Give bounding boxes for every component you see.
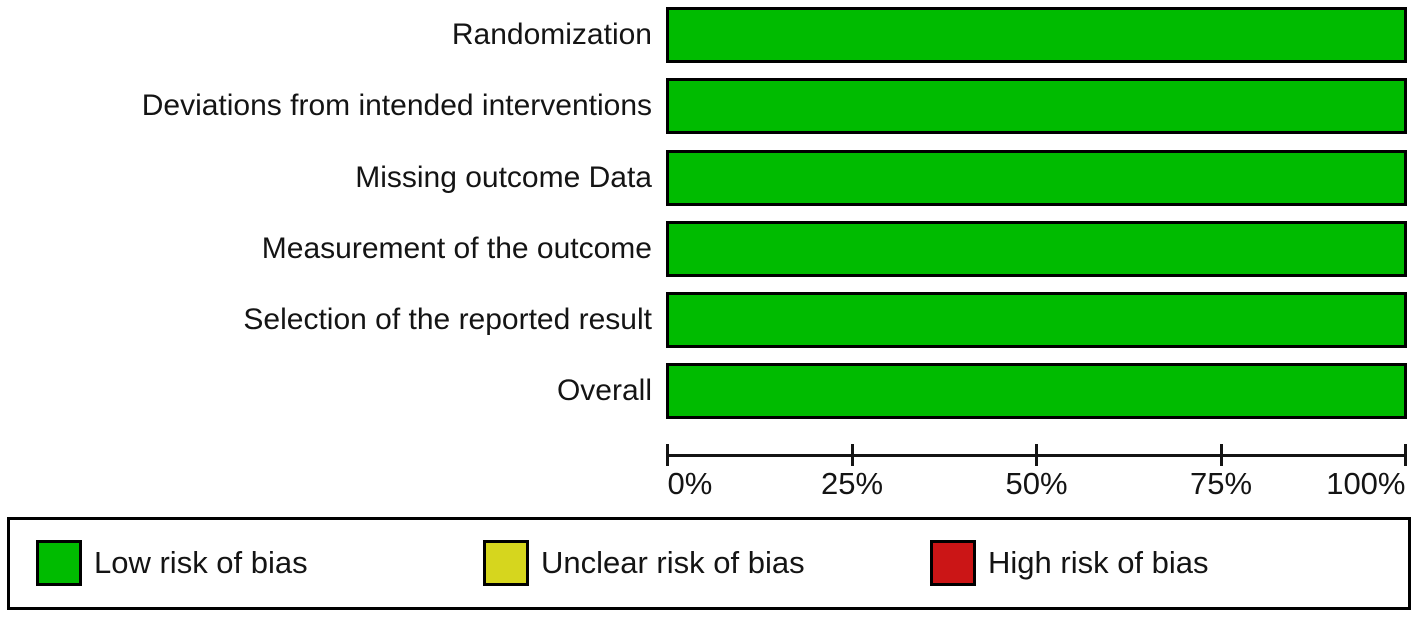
category-label-measurement-of-the-outcome: Measurement of the outcome — [261, 232, 652, 265]
category-label-missing-outcome-data: Missing outcome Data — [355, 161, 652, 194]
bar-low-risk-of-bias-measurement-of-the-outcome — [666, 221, 1407, 277]
x-axis-tick-label-0: 0% — [667, 466, 713, 501]
x-axis-tick-label-50: 50% — [1005, 466, 1068, 501]
x-axis-tick-label-100: 100% — [1326, 466, 1406, 501]
legend-label-unclear-risk-of-bias: Unclear risk of bias — [541, 545, 805, 580]
legend-swatch-low-risk-of-bias — [36, 540, 82, 586]
category-label-deviations-from-intended-interventions: Deviations from intended interventions — [141, 89, 652, 122]
x-axis-tick-0 — [666, 444, 669, 466]
legend-item-low-risk-of-bias: Low risk of bias — [36, 540, 308, 586]
x-axis-tick-label-75: 75% — [1189, 466, 1253, 501]
bar-low-risk-of-bias-missing-outcome-data — [666, 150, 1407, 206]
x-axis-tick-75 — [1219, 444, 1223, 466]
legend-label-low-risk-of-bias: Low risk of bias — [94, 545, 308, 580]
bar-low-risk-of-bias-deviations-from-intended-interventions — [666, 78, 1407, 134]
x-axis-tick-25 — [850, 444, 854, 466]
legend-swatch-unclear-risk-of-bias — [483, 540, 529, 586]
legend — [7, 517, 1411, 610]
bar-low-risk-of-bias-overall — [666, 363, 1407, 419]
legend-label-high-risk-of-bias: High risk of bias — [988, 545, 1209, 580]
category-label-randomization: Randomization — [451, 18, 652, 51]
bar-low-risk-of-bias-selection-of-the-reported-result — [666, 292, 1407, 348]
category-label-overall: Overall — [556, 374, 652, 407]
category-label-selection-of-the-reported-result: Selection of the reported result — [243, 303, 652, 336]
legend-item-high-risk-of-bias: High risk of bias — [930, 540, 1209, 586]
bar-low-risk-of-bias-randomization — [666, 7, 1407, 63]
x-axis-tick-100 — [1404, 444, 1407, 466]
legend-swatch-high-risk-of-bias — [930, 540, 976, 586]
x-axis-tick-label-25: 25% — [820, 466, 884, 501]
legend-item-unclear-risk-of-bias: Unclear risk of bias — [483, 540, 805, 586]
x-axis-tick-50 — [1035, 444, 1038, 466]
